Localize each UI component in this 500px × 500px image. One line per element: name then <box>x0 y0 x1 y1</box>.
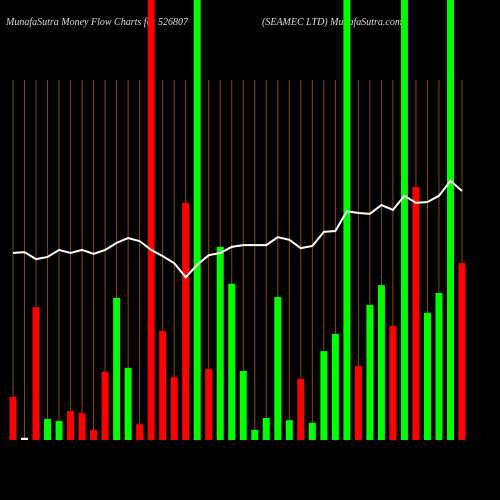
bar <box>90 429 98 440</box>
bar <box>182 202 190 440</box>
bar <box>216 246 224 440</box>
bar <box>320 351 328 440</box>
bar <box>400 0 408 440</box>
bar <box>262 418 270 440</box>
bar <box>446 0 454 440</box>
bar <box>251 429 259 440</box>
bar <box>389 326 397 440</box>
bar <box>9 396 17 440</box>
bar <box>205 369 213 440</box>
bar <box>101 371 109 440</box>
bar <box>285 420 293 440</box>
bar <box>423 312 431 440</box>
chart-title: MunafaSutra Money Flow Charts for 526807 <box>5 17 189 28</box>
bar <box>297 378 305 440</box>
bar <box>67 410 75 440</box>
bar <box>366 304 374 440</box>
bar <box>193 0 201 440</box>
bar <box>78 413 86 440</box>
bar <box>239 370 247 440</box>
bar <box>308 422 316 440</box>
bar <box>412 187 420 440</box>
bar <box>147 0 155 440</box>
bar <box>435 293 443 440</box>
chart-subtitle: (SEAMEC LTD) MunafaSutra.com <box>262 17 402 28</box>
bar <box>377 285 385 440</box>
bar <box>331 333 339 440</box>
bar <box>458 263 466 440</box>
bar <box>228 283 236 440</box>
bar <box>170 377 178 440</box>
bar <box>136 424 144 440</box>
bar <box>343 0 351 440</box>
bar <box>55 421 63 440</box>
bar <box>44 418 52 440</box>
bar <box>21 437 29 440</box>
bar <box>32 307 40 440</box>
bar <box>159 330 167 440</box>
bar <box>274 297 282 440</box>
money-flow-line <box>12 179 463 279</box>
bar <box>124 367 132 440</box>
bar <box>113 297 121 440</box>
bar <box>354 366 362 440</box>
